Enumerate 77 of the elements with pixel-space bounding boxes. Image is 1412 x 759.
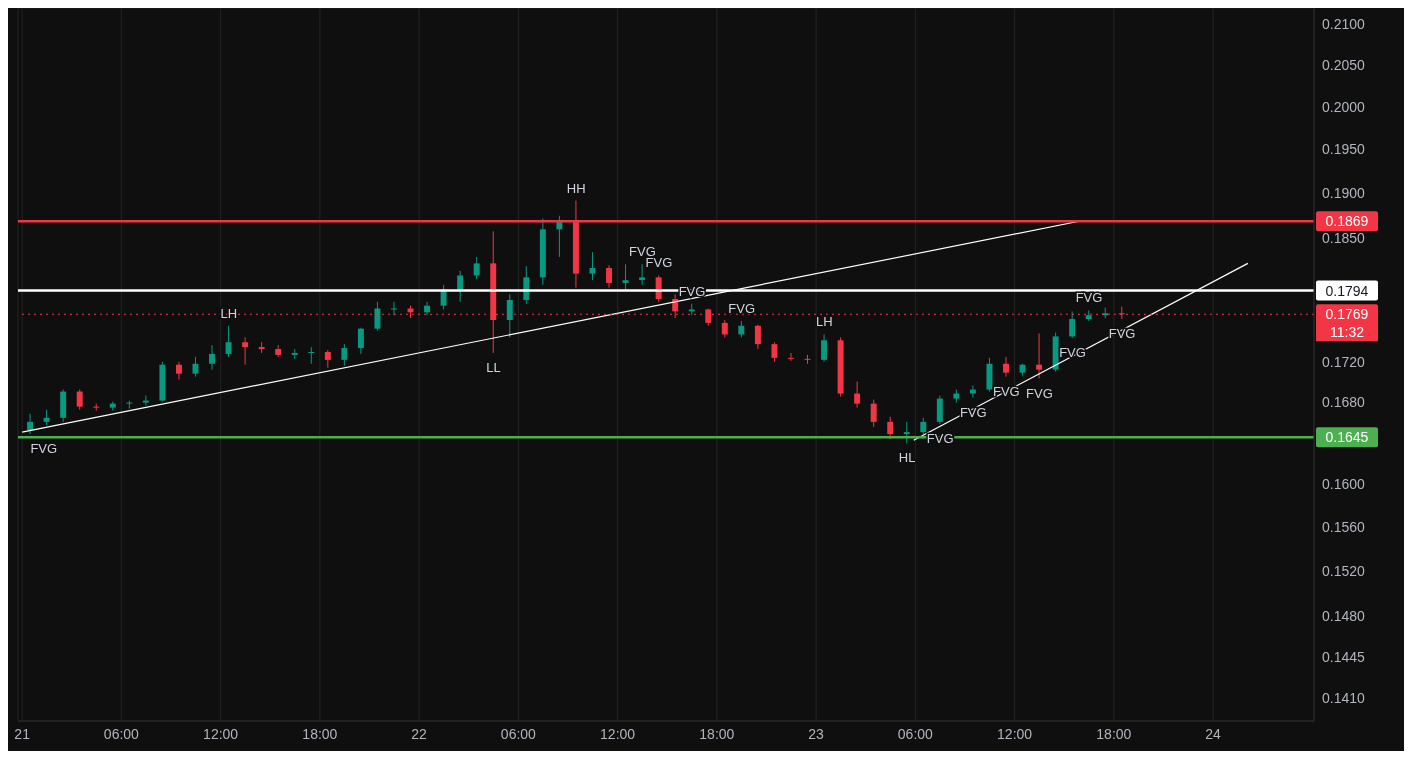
candlestick: [473, 256, 480, 280]
y-tick-label: 0.1560: [1322, 518, 1366, 535]
y-tick-label: 0.1950: [1322, 141, 1366, 158]
candlestick: [854, 381, 861, 409]
x-tick-label: 22: [411, 725, 428, 742]
candlestick: [556, 215, 563, 258]
y-tick-label: 0.1445: [1322, 648, 1366, 665]
y-tick-label: 0.1900: [1322, 185, 1366, 202]
annotation: FVG: [1026, 385, 1053, 401]
candlestick: [242, 336, 249, 366]
annotation: HL: [898, 450, 916, 466]
x-tick-label: 06:00: [897, 725, 934, 742]
candlestick: [1036, 332, 1043, 380]
x-tick-label: 12:00: [600, 725, 636, 742]
x-tick-label: 18:00: [699, 725, 735, 742]
candlestick: [341, 343, 348, 367]
y-tick-label: 0.1480: [1322, 608, 1366, 625]
candlestick: [1003, 356, 1009, 378]
candlestick: [391, 301, 397, 316]
candlestick: [76, 389, 83, 411]
candlestick: [308, 346, 315, 365]
candlestick: [622, 263, 629, 291]
candlestick: [142, 395, 149, 407]
annotation: FVG: [1075, 290, 1103, 306]
candlestick: [787, 352, 794, 362]
x-tick-label: 06:00: [103, 725, 140, 742]
annotation: FVG: [728, 300, 756, 316]
candlestick: [424, 301, 431, 316]
x-tick-label: 24: [1205, 725, 1222, 742]
x-tick-label: 06:00: [500, 725, 537, 742]
x-tick-label: 23: [808, 725, 825, 742]
ref-line-label: 0.1645: [1325, 429, 1369, 446]
candlestick: [754, 324, 761, 350]
candlestick: [175, 361, 182, 381]
ref-line-label: 0.1794: [1325, 282, 1369, 299]
y-tick-label: 0.2050: [1322, 56, 1366, 73]
text: 11:32: [1330, 324, 1365, 341]
y-tick-label: 0.1720: [1322, 353, 1366, 370]
y-tick-label: 0.1410: [1322, 690, 1366, 707]
candlestick: [903, 421, 910, 444]
candlestick: [27, 413, 34, 435]
x-tick-label: 18:00: [302, 725, 338, 742]
x-tick-label: 18:00: [1096, 725, 1132, 742]
y-tick-label: 0.1520: [1322, 562, 1366, 579]
y-tick-label: 0.1600: [1322, 476, 1366, 493]
candlestick: [887, 416, 894, 440]
candlestick: [870, 399, 877, 428]
x-tick-label: 12:00: [203, 725, 239, 742]
candlestick: [374, 301, 381, 332]
y-tick-label: 0.2000: [1322, 98, 1366, 115]
candlestick: [771, 341, 778, 363]
candlestick: [225, 325, 232, 358]
y-tick-label: 0.1850: [1322, 230, 1366, 247]
candlestick: [936, 395, 943, 425]
candlestick: [639, 263, 646, 286]
annotation: LH: [220, 305, 238, 321]
annotation: FVG: [1108, 326, 1136, 342]
ref-line-label: 0.1769: [1325, 306, 1369, 323]
ref-line-label: 0.1869: [1325, 213, 1369, 230]
annotation: LL: [486, 359, 501, 375]
candlestick: [506, 293, 513, 338]
x-tick-label: 21: [14, 725, 31, 742]
annotation: FVG: [645, 255, 673, 271]
x-tick-label: 12:00: [997, 725, 1033, 742]
candlestick: [357, 327, 364, 355]
annotation: LH: [816, 314, 833, 330]
y-tick-label: 0.2100: [1322, 16, 1366, 33]
annotation: FVG: [30, 441, 58, 457]
candlestick: [821, 333, 828, 363]
candlestick: [1069, 310, 1076, 339]
candlestick: [457, 270, 464, 303]
candlestick: [209, 344, 215, 371]
annotation: HH: [566, 180, 586, 196]
candlestick: [606, 264, 612, 289]
candlestick: [589, 251, 596, 281]
y-tick-label: 0.1680: [1322, 393, 1366, 410]
candlestick: [969, 385, 976, 399]
